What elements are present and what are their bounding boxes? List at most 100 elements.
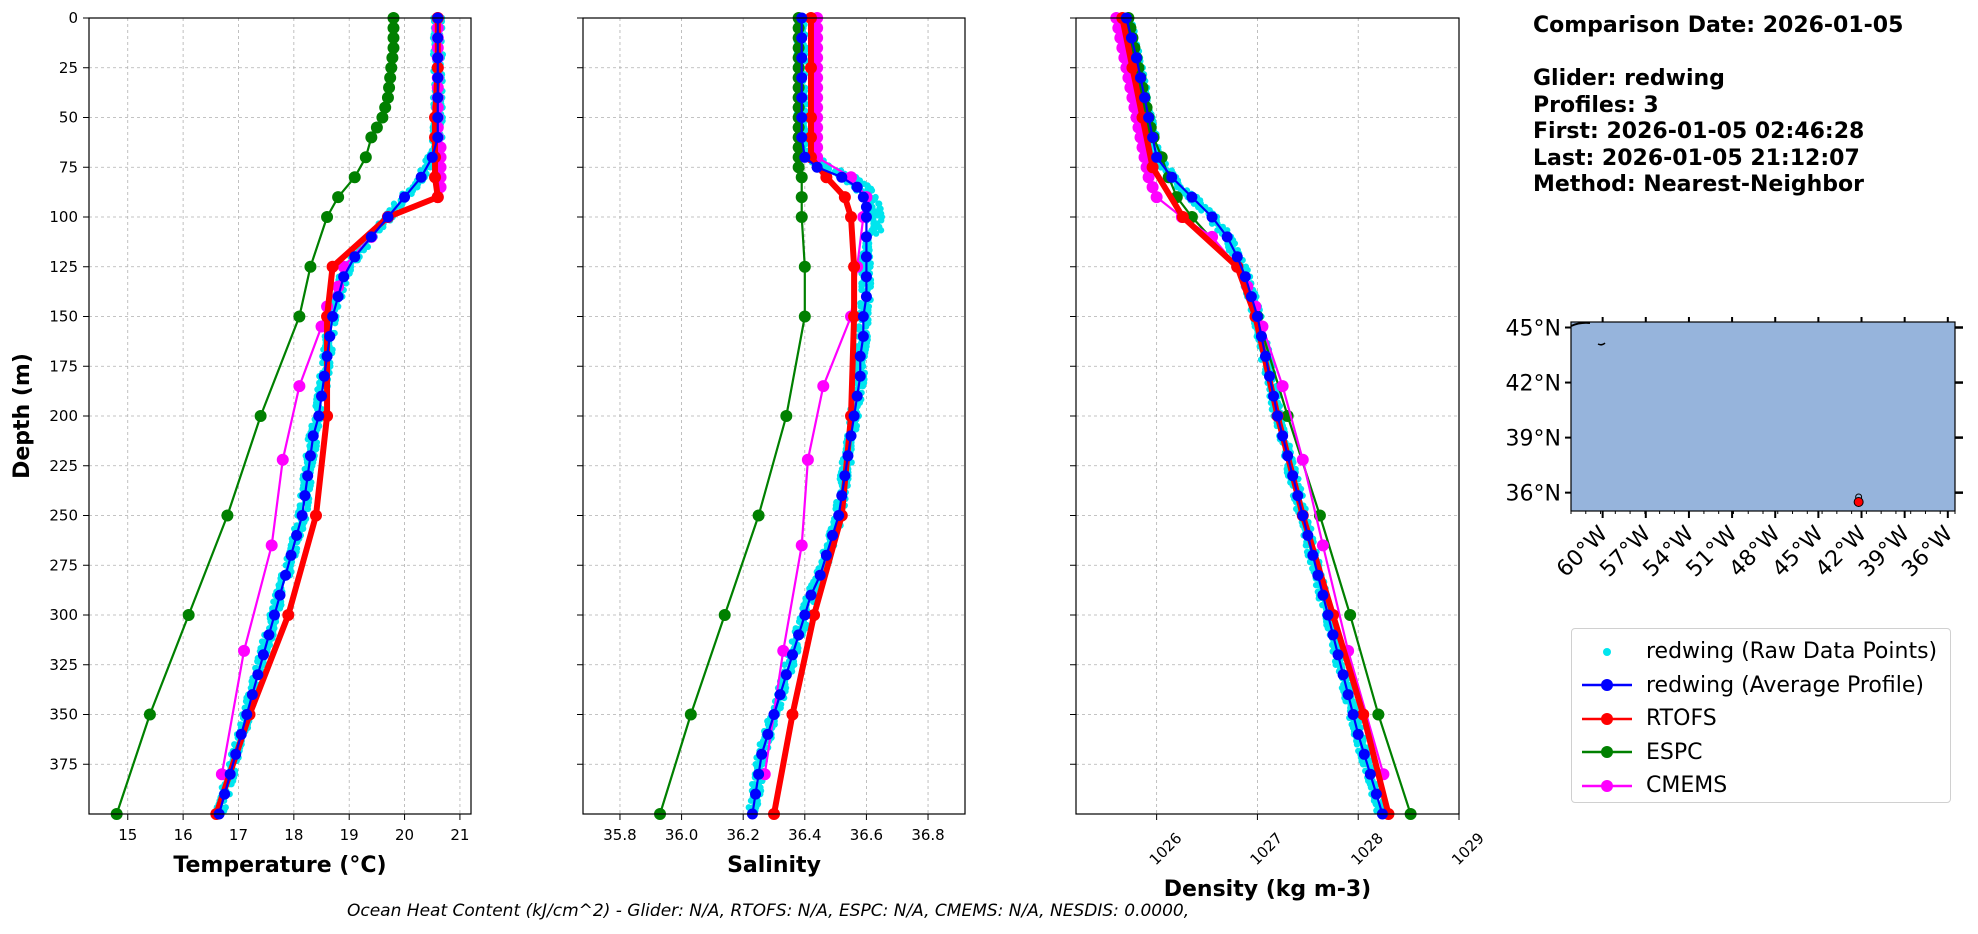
y-tick-label: 100: [49, 208, 78, 226]
series-point-avg: [793, 629, 805, 641]
series-point-avg: [848, 410, 860, 422]
raw-point: [872, 212, 880, 219]
raw-point: [1214, 227, 1221, 234]
series-point-rtofs: [309, 509, 322, 522]
series-point-avg: [365, 231, 377, 243]
series-point-espc: [795, 171, 808, 184]
profile-count: Profiles: 3: [1533, 92, 1659, 118]
series-point-avg: [280, 569, 292, 581]
series-point-cmems: [811, 101, 824, 114]
series-point-cmems: [777, 644, 790, 657]
series-point-avg: [432, 32, 444, 44]
series-point-cmems: [811, 21, 824, 34]
series-point-cmems: [293, 380, 306, 393]
series-point-avg: [1251, 311, 1263, 322]
series-point-rtofs: [804, 61, 817, 74]
series-point-avg: [302, 470, 314, 482]
series-point-avg: [796, 72, 808, 84]
x-tick-label: 19: [340, 826, 359, 844]
series-point-espc: [792, 141, 805, 154]
series-point-avg: [811, 161, 823, 173]
series-point-avg: [432, 72, 444, 84]
series-point-espc: [387, 41, 400, 54]
series-point-avg: [786, 649, 798, 661]
raw-point: [747, 797, 755, 804]
series-point-cmems: [811, 81, 824, 94]
raw-point: [872, 230, 880, 237]
series-point-avg: [235, 728, 247, 740]
series-point-rtofs: [321, 410, 334, 422]
series-point-avg: [1302, 529, 1314, 541]
series-point-avg: [291, 529, 303, 541]
series-point-avg: [750, 788, 762, 800]
series-point-avg: [780, 669, 792, 681]
panel-frame: [88, 17, 472, 815]
series-point-avg: [252, 669, 264, 681]
raw-point: [803, 101, 810, 108]
x-tick-label: 20: [395, 826, 414, 844]
series-point-cmems: [265, 539, 278, 552]
y-tick-label: 75: [59, 158, 78, 176]
series-point-espc: [304, 260, 317, 273]
series-point-avg: [836, 171, 848, 183]
series-point-avg: [1125, 32, 1137, 44]
x-tick-label: 36.8: [911, 826, 944, 844]
series-point-avg: [756, 748, 768, 760]
map-lat-label: 45°N: [1506, 317, 1561, 342]
x-tick-label: 36.2: [726, 826, 759, 844]
series-point-espc: [332, 191, 345, 204]
series-point-avg: [296, 510, 308, 521]
map-island: [1597, 342, 1606, 346]
series-point-avg: [399, 191, 411, 203]
series-point-avg: [753, 768, 765, 780]
series-point-rtofs: [838, 191, 851, 204]
panel-1: 35.8 36.0 36.2 36.4 36.6 36.8 Salinity: [577, 12, 966, 878]
map-lat-label: 36°N: [1506, 482, 1561, 507]
y-tick-label: 275: [49, 556, 78, 574]
series-point-avg: [1322, 609, 1334, 621]
x-tick-label: 35.8: [603, 826, 636, 844]
series-point-avg: [774, 689, 786, 701]
series-point-avg: [382, 211, 394, 223]
series-point-avg: [796, 131, 808, 143]
map-lon-label: 36°W: [1897, 521, 1958, 582]
raw-point: [877, 205, 884, 212]
series-point-avg: [1364, 768, 1376, 780]
map-lat-label: 39°N: [1506, 427, 1561, 452]
series-point-rtofs: [848, 260, 861, 273]
series-point-cmems: [1146, 181, 1159, 194]
legend-item-espc: ESPC: [1572, 736, 1950, 770]
series-point-avg: [799, 151, 811, 163]
series-point-espc: [1344, 609, 1357, 621]
legend-item-raw: redwing (Raw Data Points): [1572, 635, 1950, 669]
series-point-avg: [1231, 251, 1243, 263]
series-point-avg: [432, 131, 444, 143]
legend-label-avg: redwing (Average Profile): [1646, 672, 1924, 698]
y-tick-label: 125: [49, 258, 78, 276]
series-point-cmems: [811, 121, 824, 134]
series-point-cmems: [1142, 171, 1155, 184]
series-point-avg: [241, 709, 253, 720]
series-point-avg: [833, 510, 845, 521]
series-point-espc: [798, 310, 811, 323]
series-point-rtofs: [431, 191, 444, 204]
series-point-avg: [327, 311, 339, 322]
series-point-espc: [383, 81, 396, 94]
first-time: First: 2026-01-05 02:46:28: [1533, 119, 1865, 144]
panel-frame: [1075, 17, 1460, 815]
series-point-rtofs: [1357, 708, 1370, 721]
raw-point: [276, 605, 284, 612]
series-point-cmems: [801, 453, 814, 466]
series-point-avg: [219, 788, 231, 800]
series-point-espc: [387, 31, 400, 44]
series-point-espc: [370, 121, 383, 134]
series-point-espc: [359, 151, 372, 164]
series-point-avg: [827, 529, 839, 541]
series-point-avg: [796, 112, 808, 123]
series-point-avg: [1264, 370, 1276, 382]
series-point-cmems: [811, 71, 824, 84]
y-tick-label: 350: [49, 706, 78, 724]
series-point-avg: [332, 291, 344, 303]
map-lat-label: 42°N: [1506, 372, 1561, 397]
